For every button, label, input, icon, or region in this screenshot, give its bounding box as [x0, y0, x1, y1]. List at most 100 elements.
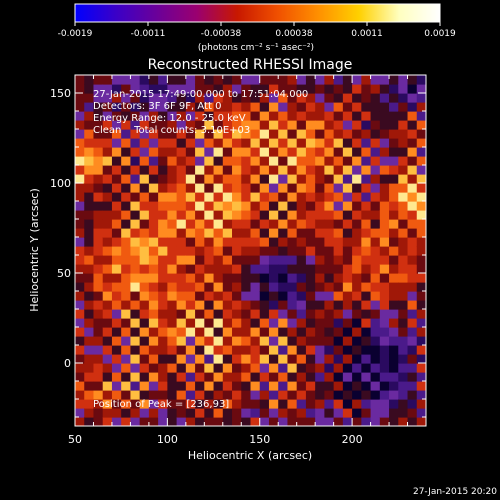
heatmap-cell [241, 129, 252, 139]
heatmap-cell [213, 228, 224, 238]
heatmap-cell [333, 246, 344, 256]
heatmap-cell [222, 174, 233, 184]
x-axis-title: Heliocentric X (arcsec) [188, 449, 312, 462]
heatmap-cell [389, 210, 399, 220]
heatmap-cell [333, 282, 344, 292]
heatmap-cell [84, 363, 95, 373]
heatmap-cell [241, 165, 252, 175]
heatmap-cell [204, 273, 215, 283]
heatmap-cell [158, 120, 168, 130]
heatmap-cell [75, 138, 85, 148]
heatmap-cell [121, 129, 132, 139]
heatmap-cell [213, 381, 224, 391]
heatmap-cell [259, 147, 270, 157]
heatmap-cell [315, 201, 325, 211]
heatmap-cell [222, 129, 233, 139]
heatmap-cell [361, 390, 372, 400]
heatmap-cell [148, 363, 159, 373]
heatmap-cell [75, 345, 85, 355]
heatmap-cell [278, 408, 289, 418]
heatmap-cell [324, 300, 335, 310]
heatmap-cell [361, 282, 372, 292]
heatmap-cell [213, 399, 224, 409]
heatmap-cell [213, 309, 224, 319]
heatmap-cell [315, 336, 325, 346]
heatmap-cell [130, 111, 141, 121]
heatmap-cell [121, 255, 132, 265]
heatmap-cell [370, 399, 381, 409]
heatmap-cell [352, 300, 362, 310]
heatmap-cell [407, 264, 418, 274]
heatmap-cell [121, 300, 132, 310]
heatmap-cell [222, 111, 233, 121]
heatmap-cell [195, 174, 205, 184]
heatmap-cell [250, 273, 261, 283]
heatmap-cell [333, 390, 344, 400]
heatmap-cell [204, 264, 215, 274]
heatmap-cell [176, 408, 187, 418]
heatmap-cell [232, 282, 242, 292]
heatmap-cell [352, 165, 362, 175]
heatmap-cell [370, 93, 381, 103]
heatmap-cell [232, 120, 242, 130]
heatmap-cell [287, 129, 298, 139]
heatmap-cell [241, 309, 252, 319]
heatmap-cell [185, 237, 196, 247]
heatmap-cell [167, 318, 178, 328]
heatmap-cell [361, 336, 372, 346]
heatmap-cell [407, 102, 418, 112]
heatmap-cell [148, 156, 159, 166]
heatmap-cell [167, 354, 178, 364]
annotation-peak-position: Position of Peak = [236,93] [93, 399, 229, 410]
heatmap-cell [315, 228, 325, 238]
heatmap-cell [139, 102, 150, 112]
heatmap-cell [259, 390, 270, 400]
heatmap-cell [324, 291, 335, 301]
heatmap-cell [130, 291, 141, 301]
x-tick-labels: 50 100 150 200 [68, 433, 363, 446]
heatmap-cell [333, 147, 344, 157]
heatmap-cell [342, 192, 353, 202]
heatmap-cell [139, 75, 150, 85]
heatmap-cell [268, 255, 279, 265]
heatmap-cell [361, 354, 372, 364]
heatmap-cell [278, 237, 289, 247]
heatmap-cell [250, 309, 261, 319]
heatmap-cell [296, 93, 307, 103]
heatmap-cell [241, 264, 252, 274]
heatmap-cell [342, 363, 353, 373]
heatmap-cell [111, 129, 122, 139]
heatmap-cell [148, 120, 159, 130]
heatmap-cell [305, 129, 316, 139]
heatmap-cell [148, 102, 159, 112]
heatmap-cell [361, 120, 372, 130]
heatmap-cell [75, 408, 85, 418]
heatmap-cell [287, 363, 298, 373]
heatmap-cell [241, 273, 252, 283]
heatmap-cell [296, 399, 307, 409]
heatmap-cell [342, 336, 353, 346]
heatmap-cell [111, 417, 122, 426]
heatmap-cell [398, 264, 409, 274]
heatmap-cell [176, 201, 187, 211]
heatmap-cell [148, 354, 159, 364]
heatmap-cell [324, 138, 335, 148]
heatmap-cell [148, 165, 159, 175]
heatmap-cell [250, 399, 261, 409]
heatmap-cell [204, 192, 215, 202]
heatmap-cell [315, 84, 325, 94]
heatmap-cell [75, 327, 85, 337]
heatmap-cell [315, 75, 325, 85]
heatmap-cell [185, 156, 196, 166]
heatmap-cell [148, 183, 159, 193]
heatmap-cell [148, 147, 159, 157]
heatmap-cell [75, 282, 85, 292]
heatmap-cell [278, 336, 289, 346]
heatmap-cell [130, 147, 141, 157]
heatmap-cell [315, 318, 325, 328]
heatmap-cell [84, 309, 95, 319]
heatmap-cell [416, 120, 426, 130]
heatmap-cell [342, 156, 353, 166]
heatmap-cell [416, 219, 426, 229]
heatmap-cell [333, 120, 344, 130]
